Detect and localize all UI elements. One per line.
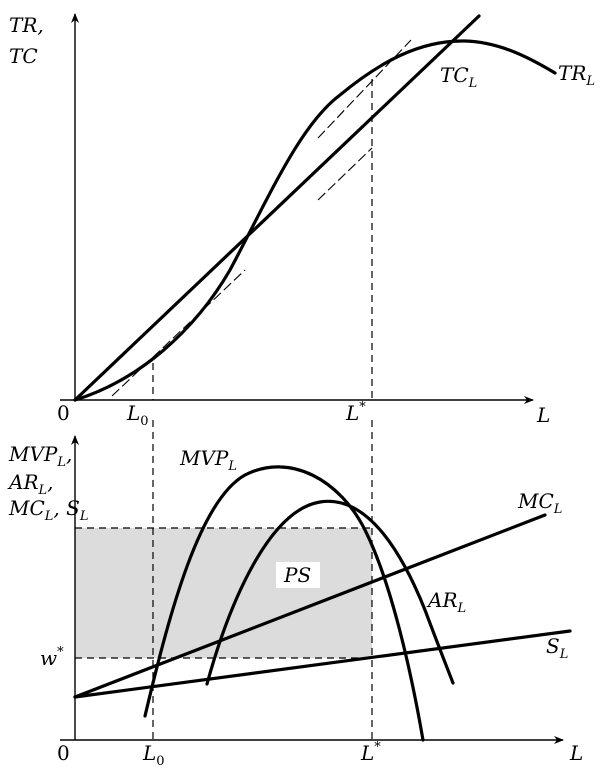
mc-label: MCL bbox=[517, 489, 562, 517]
tr-label-sub: L bbox=[585, 74, 595, 89]
s-label: SL bbox=[546, 634, 568, 662]
top-ylabel-line2: TC bbox=[9, 44, 38, 68]
top-tick-Lstar-main: L bbox=[345, 401, 359, 425]
w-star-main: w bbox=[40, 646, 57, 670]
tr-label-main: TR bbox=[558, 61, 586, 85]
bottom-ylabel-line1-main: MVP bbox=[8, 442, 58, 466]
ps-label: PS bbox=[283, 563, 311, 587]
bottom-panel: PS MVPL, ARL, MCL, SL w* 0 L L0 L* MVPL … bbox=[7, 420, 583, 768]
bottom-ylabel-line3: MCL, SL bbox=[8, 496, 88, 524]
top-tick-L0-sub: 0 bbox=[140, 414, 148, 429]
bottom-ylabel-line2-main: AR bbox=[7, 470, 39, 494]
top-tick-L0: L0 bbox=[126, 401, 149, 429]
mvp-curve bbox=[143, 465, 425, 742]
ar-label: ARL bbox=[426, 588, 466, 616]
ar-curve bbox=[205, 499, 455, 686]
mc-label-main: MC bbox=[517, 489, 554, 513]
bottom-ylabel-line2: ARL, bbox=[7, 470, 54, 498]
ps-shaded-area bbox=[75, 528, 372, 658]
ar-label-main: AR bbox=[426, 588, 458, 612]
top-ylabel-line1: TR, bbox=[9, 13, 44, 37]
tc-curve bbox=[73, 14, 481, 402]
mvp-label-main: MVP bbox=[179, 446, 229, 470]
bottom-ylabel-line3-sub: L bbox=[44, 509, 54, 524]
bottom-origin-label: 0 bbox=[57, 741, 70, 765]
bottom-tick-L0-sub: 0 bbox=[156, 754, 164, 768]
bottom-ylabel-line3-main: MC bbox=[8, 496, 45, 520]
w-star-sup: * bbox=[57, 645, 64, 660]
bottom-ylabel-line1-tail: , bbox=[66, 442, 72, 466]
s-line bbox=[73, 629, 572, 699]
bottom-ylabel-line3-sub2: L bbox=[79, 509, 89, 524]
bottom-ylabel-line3-tail: , S bbox=[53, 496, 79, 520]
tr-curve bbox=[73, 39, 557, 402]
top-x-axis-label: L bbox=[536, 403, 550, 427]
bottom-tick-L0-main: L bbox=[142, 741, 156, 765]
tc-label-sub: L bbox=[468, 76, 478, 91]
tangent-at-L0 bbox=[111, 269, 246, 397]
ar-label-sub: L bbox=[457, 601, 467, 616]
bottom-ylabel-line2-tail: , bbox=[47, 470, 53, 494]
mvp-label: MVPL bbox=[179, 446, 237, 474]
top-origin-label: 0 bbox=[57, 401, 70, 425]
s-label-main: S bbox=[546, 634, 560, 658]
tr-label: TRL bbox=[558, 61, 595, 89]
tc-label: TCL bbox=[440, 63, 477, 91]
bottom-ylabel-line1-sub: L bbox=[56, 455, 66, 470]
w-star-label: w* bbox=[40, 645, 64, 670]
bottom-tick-L0: L0 bbox=[142, 741, 165, 768]
top-tick-Lstar: L* bbox=[345, 400, 366, 425]
mc-line bbox=[73, 513, 547, 699]
ps-label-box bbox=[276, 562, 320, 588]
bottom-tick-Lstar-sup: * bbox=[374, 740, 381, 755]
bottom-x-axis-label: L bbox=[569, 741, 583, 765]
top-tick-L0-main: L bbox=[126, 401, 140, 425]
bottom-ylabel-line1: MVPL, bbox=[8, 442, 72, 470]
tangent-at-Lstar-lower bbox=[317, 147, 373, 201]
top-tick-Lstar-sup: * bbox=[359, 400, 366, 415]
mc-label-sub: L bbox=[553, 502, 563, 517]
bottom-tick-Lstar: L* bbox=[360, 740, 381, 765]
tc-label-main: TC bbox=[440, 63, 469, 87]
s-label-sub: L bbox=[559, 647, 569, 662]
tangent-at-Lstar bbox=[317, 39, 412, 139]
bottom-ylabel-line2-sub: L bbox=[38, 483, 48, 498]
bottom-tick-Lstar-main: L bbox=[360, 741, 374, 765]
mvp-label-sub: L bbox=[227, 459, 237, 474]
top-panel: TR, TC 0 L L0 L* TCL TRL bbox=[9, 13, 595, 429]
